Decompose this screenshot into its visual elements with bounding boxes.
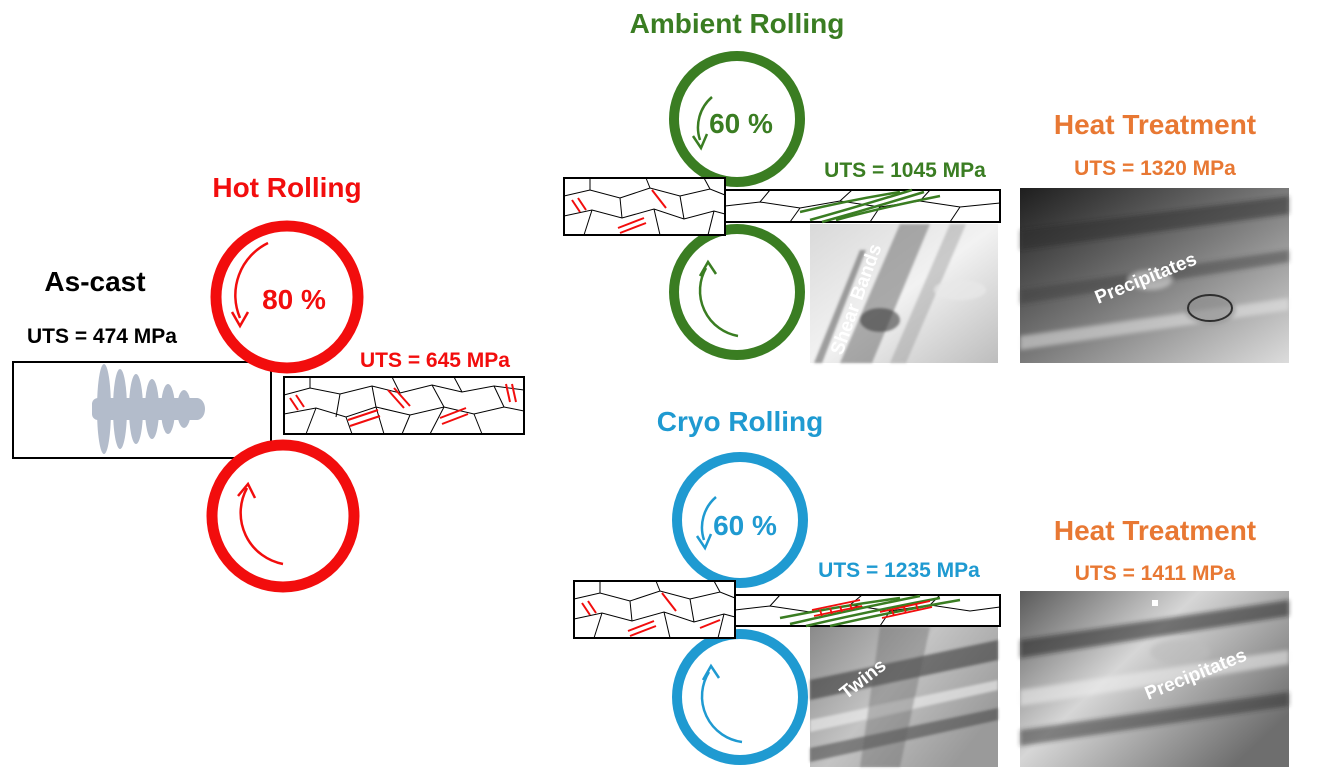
cryo-rolling-uts: UTS = 1235 MPa <box>818 559 980 582</box>
ambient-top-arrowhead-icon <box>691 133 709 151</box>
hot-bottom-arrowhead-icon <box>237 481 257 499</box>
ambient-bottom-roller <box>669 224 805 360</box>
ambient-bottom-rotation-arrow <box>698 267 739 338</box>
heat-treatment-ambient-title: Heat Treatment <box>1054 109 1256 140</box>
ambient-rolling-section: Ambient Rolling 60 % UTS = 1045 MPa <box>563 8 1001 363</box>
hot-rolled-strip <box>283 376 525 435</box>
hot-top-roller <box>210 220 364 374</box>
ambient-input-strip <box>563 177 726 236</box>
heat-treatment-ambient-uts: UTS = 1320 MPa <box>1074 157 1236 180</box>
cryo-bottom-arrowhead-icon <box>701 663 721 681</box>
cryo-rolling-section: Cryo Rolling 60 % UTS = 1235 MPa <box>573 406 1001 767</box>
as-cast-uts: UTS = 474 MPa <box>27 325 177 348</box>
as-cast-section: As-cast UTS = 474 MPa <box>12 266 272 459</box>
cryo-top-rotation-arrow <box>700 496 717 541</box>
hot-rolling-section: Hot Rolling 80 % UTS = 645 MPa <box>206 172 525 593</box>
micrograph-artifact <box>1152 600 1158 606</box>
ambient-rolling-uts: UTS = 1045 MPa <box>824 159 986 182</box>
ambient-top-rotation-arrow <box>696 96 713 141</box>
heat-treatment-cryo-title: Heat Treatment <box>1054 515 1256 546</box>
heat-treatment-ambient-micrograph: Precipitates <box>1020 188 1289 363</box>
heat-treatment-ambient-section: Heat Treatment UTS = 1320 MPa Precipitat… <box>1020 109 1289 363</box>
cryo-top-roller <box>672 452 808 588</box>
hot-bottom-rotation-arrow <box>239 487 284 566</box>
cryo-bottom-roller <box>672 629 808 765</box>
cryo-input-strip <box>573 580 736 639</box>
cryo-bottom-rotation-arrow <box>700 671 743 744</box>
ambient-rolling-reduction: 60 % <box>709 108 773 139</box>
shear-bands-micrograph: Shear Bands <box>810 224 998 363</box>
hot-rolling-title: Hot Rolling <box>212 172 361 203</box>
dendrite-icon <box>92 364 205 454</box>
ambient-bottom-arrowhead-icon <box>698 259 718 277</box>
hot-rolling-uts: UTS = 645 MPa <box>360 349 510 372</box>
hot-top-arrowhead-icon <box>230 311 250 329</box>
heat-treatment-cryo-section: Heat Treatment UTS = 1411 MPa Precipitat… <box>1020 515 1289 767</box>
ambient-top-roller <box>669 51 805 187</box>
ambient-rolling-title: Ambient Rolling <box>630 8 845 39</box>
hot-bottom-roller <box>206 439 360 593</box>
twins-micrograph: Twins <box>810 627 998 767</box>
heat-treatment-cryo-uts: UTS = 1411 MPa <box>1075 562 1236 585</box>
as-cast-title: As-cast <box>44 266 145 297</box>
cryo-rolling-title: Cryo Rolling <box>657 406 823 437</box>
ambient-rolled-strip <box>724 188 1001 224</box>
hot-top-rotation-arrow <box>234 241 269 319</box>
cryo-rolled-strip <box>734 594 1001 628</box>
hot-rolling-reduction: 80 % <box>262 284 326 315</box>
cryo-rolling-reduction: 60 % <box>713 510 777 541</box>
cryo-top-arrowhead-icon <box>695 533 713 551</box>
heat-treatment-cryo-micrograph: Precipitates <box>1020 591 1289 767</box>
